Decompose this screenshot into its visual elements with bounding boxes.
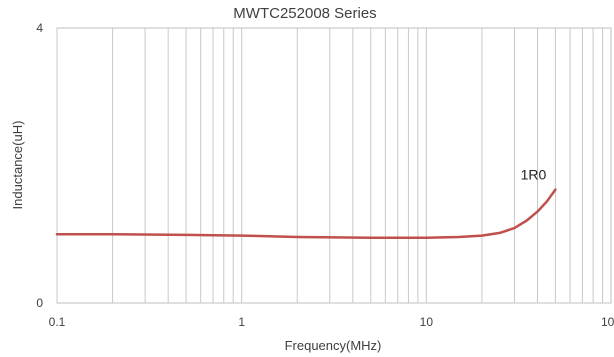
y-tick-label: 4 <box>36 21 43 35</box>
x-tick-label: 10 <box>420 315 434 329</box>
series-group: 1R0 <box>55 167 557 239</box>
series-line <box>55 188 557 239</box>
x-axis-label: Frequency(MHz) <box>285 338 382 353</box>
y-tick-label: 0 <box>36 296 43 310</box>
x-tick-label: 0.1 <box>49 315 66 329</box>
x-tick-label: 1 <box>238 315 245 329</box>
series-label: 1R0 <box>521 167 547 183</box>
x-tick-label: 100 <box>601 315 614 329</box>
y-axis-label: Inductance(uH) <box>10 121 25 210</box>
chart-title: MWTC252008 Series <box>233 5 376 22</box>
tick-labels: 0.1 1 10 100 0 4 <box>36 21 614 329</box>
gridlines <box>56 28 604 303</box>
plot-area <box>56 27 612 304</box>
